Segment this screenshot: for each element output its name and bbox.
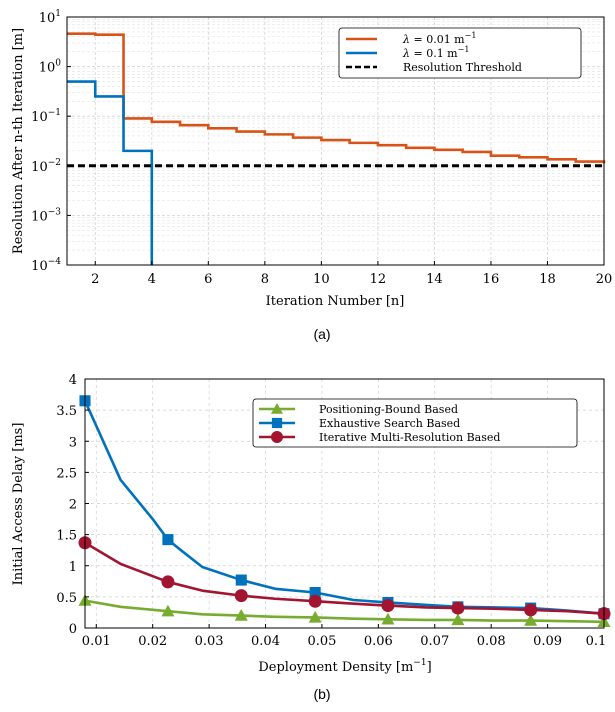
chart-b-ylabel: Initial Access Delay [ms] [11, 423, 26, 586]
series-marker [161, 575, 175, 589]
x-tick-label: 10 [313, 272, 330, 287]
series-marker [451, 601, 465, 615]
y-tick-label: 0 [69, 622, 77, 637]
legend-entry: λ = 0.01 m−1 [402, 31, 476, 46]
y-tick-label: 2 [69, 498, 77, 513]
series-marker [524, 603, 538, 617]
series-line [67, 80, 154, 265]
y-tick-label: 10−2 [31, 158, 61, 175]
series-marker [524, 614, 538, 626]
chart-b: 0 0.5 1 1.5 2 2.5 3 3.5 4 0.01 0.02 0.03 0.04 0.05 0.0… [11, 373, 611, 702]
x-tick-label: 16 [483, 272, 500, 287]
y-tick-label: 4 [69, 373, 77, 388]
series-line [67, 32, 606, 164]
series-marker [234, 589, 248, 603]
chart-a-frame [66, 16, 605, 266]
series-marker [381, 612, 395, 625]
x-tick-label: 0.07 [420, 634, 449, 649]
series-marker [234, 609, 248, 621]
x-tick-label: 6 [204, 272, 212, 287]
chart-a-ylabel: Resolution After n-th Iteration [m] [11, 28, 26, 254]
series-marker [381, 599, 395, 613]
chart-a: 101 100 10−1 10−2 10−3 10−4 2 4 6 8 10 12 14 16 18 20 λ… [11, 9, 612, 342]
x-tick-label: 0.1 [586, 634, 607, 649]
legend-entry: Resolution Threshold [403, 61, 522, 74]
chart-b-xlabel: Deployment Density [m−1] [258, 658, 431, 675]
legend-entry: Exhaustive Search Based [319, 417, 460, 430]
y-tick-label: 100 [39, 59, 62, 76]
y-tick-label: 10−3 [31, 207, 61, 224]
series-marker [451, 613, 465, 626]
y-tick-label: 3.5 [56, 404, 77, 419]
series-marker [271, 417, 283, 429]
chart-b-caption: (b) [313, 686, 330, 702]
series-marker [271, 403, 283, 414]
y-tick-label: 10−1 [31, 108, 61, 125]
x-tick-label: 0.04 [251, 634, 280, 649]
chart-b-series [78, 395, 611, 627]
x-tick-label: 2 [91, 272, 99, 287]
series-marker [309, 586, 321, 599]
x-tick-label: 0.02 [138, 634, 167, 649]
y-tick-label: 1 [69, 560, 77, 575]
series-marker [308, 610, 322, 623]
x-tick-label: 0.01 [82, 634, 111, 649]
y-tick-label: 101 [39, 9, 61, 26]
x-tick-label: 4 [148, 272, 156, 287]
x-tick-label: 20 [596, 272, 613, 287]
series-marker [162, 534, 174, 546]
chart-b-ticks: 0 0.5 1 1.5 2 2.5 3 3.5 4 0.01 0.02 0.03 0.04 0.05 0.0… [56, 373, 606, 649]
legend-box [252, 398, 578, 448]
x-tick-label: 0.08 [477, 634, 506, 649]
y-tick-label: 0.5 [56, 591, 77, 606]
y-tick-label: 2.5 [56, 466, 77, 481]
series-marker [235, 574, 247, 586]
legend-box [338, 27, 582, 79]
legend-entry: λ = 0.1 m−1 [402, 45, 469, 60]
x-tick-label: 8 [261, 272, 269, 287]
series-marker [271, 431, 283, 443]
chart-a-caption: (a) [313, 326, 330, 342]
y-tick-label: 3 [69, 435, 77, 450]
chart-a-xlabel: Iteration Number [n] [266, 294, 405, 309]
legend-entry: Positioning-Bound Based [319, 403, 458, 416]
x-tick-label: 18 [539, 272, 556, 287]
chart-a-series [67, 32, 606, 265]
legend-entry: Iterative Multi-Resolution Based [319, 431, 500, 444]
x-tick-label: 0.09 [533, 634, 562, 649]
x-tick-label: 0.06 [364, 634, 393, 649]
x-tick-label: 0.05 [307, 634, 336, 649]
series-marker [308, 594, 322, 608]
series-marker [161, 604, 175, 617]
y-tick-label: 10−4 [31, 257, 61, 274]
y-tick-label: 1.5 [56, 529, 77, 544]
x-tick-label: 0.03 [195, 634, 224, 649]
x-tick-label: 14 [426, 272, 443, 287]
x-tick-label: 12 [370, 272, 387, 287]
chart-a-ticks: 101 100 10−1 10−2 10−3 10−4 2 4 6 8 10 12 14 16 18 20 [31, 9, 612, 287]
series-line [84, 541, 605, 615]
series-line [84, 599, 605, 624]
